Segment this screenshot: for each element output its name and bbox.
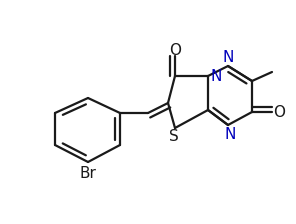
Text: O: O [169, 43, 181, 58]
Text: N: N [222, 50, 234, 65]
Text: Br: Br [80, 166, 96, 181]
Text: N: N [224, 127, 236, 142]
Text: O: O [273, 105, 285, 119]
Text: N: N [210, 69, 222, 84]
Text: S: S [169, 129, 179, 144]
